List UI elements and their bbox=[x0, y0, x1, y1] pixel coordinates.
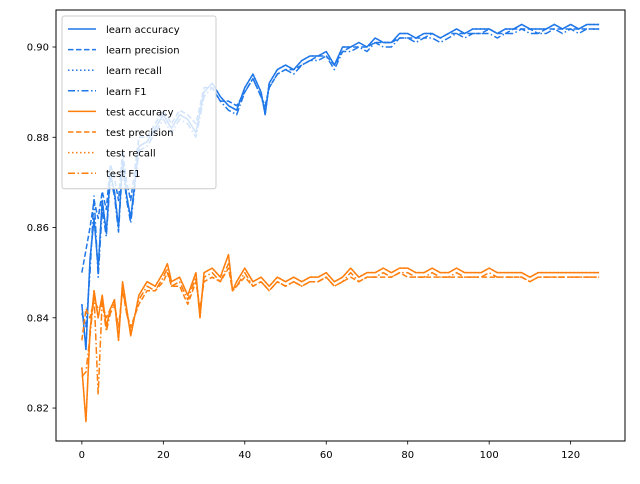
y-tick-label: 0.82 bbox=[27, 404, 49, 415]
y-tick-label: 0.84 bbox=[27, 313, 49, 324]
x-axis-ticks: 0 20 40 60 80 100 120 bbox=[79, 441, 580, 461]
legend-label-learn-precision: learn precision bbox=[106, 46, 180, 57]
series-line-test-accuracy bbox=[81, 253, 600, 423]
y-tick-label: 0.88 bbox=[27, 133, 49, 144]
y-tick-label: 0.86 bbox=[27, 223, 49, 234]
legend: learn accuracy learn precision learn recal… bbox=[61, 15, 217, 190]
y-axis-ticks: 0.82 0.84 0.86 0.88 0.90 bbox=[27, 43, 56, 415]
legend-label-learn-recall: learn recall bbox=[106, 66, 162, 77]
x-tick-label: 0 bbox=[79, 450, 85, 461]
x-tick-label: 120 bbox=[561, 450, 580, 461]
series-line-test-f1 bbox=[81, 262, 600, 396]
y-tick-label: 0.90 bbox=[27, 43, 49, 54]
legend-label-learn-f1: learn F1 bbox=[106, 87, 147, 98]
legend-label-test-f1: test F1 bbox=[106, 169, 141, 180]
x-tick-label: 20 bbox=[157, 450, 170, 461]
x-tick-label: 100 bbox=[480, 450, 499, 461]
series-line-test-precision bbox=[81, 267, 600, 341]
series-lines bbox=[81, 23, 600, 423]
legend-label-test-precision: test precision bbox=[106, 128, 174, 139]
x-tick-label: 80 bbox=[401, 450, 414, 461]
plot-frame bbox=[55, 9, 626, 442]
series-line-test-recall bbox=[81, 253, 600, 423]
series-line-learn-f1 bbox=[81, 28, 600, 328]
legend-label-test-accuracy: test accuracy bbox=[106, 107, 174, 118]
legend-label-test-recall: test recall bbox=[106, 149, 156, 160]
series-line-learn-precision bbox=[81, 28, 600, 273]
legend-label-learn-accuracy: learn accuracy bbox=[106, 25, 180, 36]
x-tick-label: 60 bbox=[320, 450, 333, 461]
x-tick-label: 40 bbox=[238, 450, 251, 461]
legend-box bbox=[61, 15, 217, 190]
series-line-learn-accuracy bbox=[81, 23, 600, 351]
